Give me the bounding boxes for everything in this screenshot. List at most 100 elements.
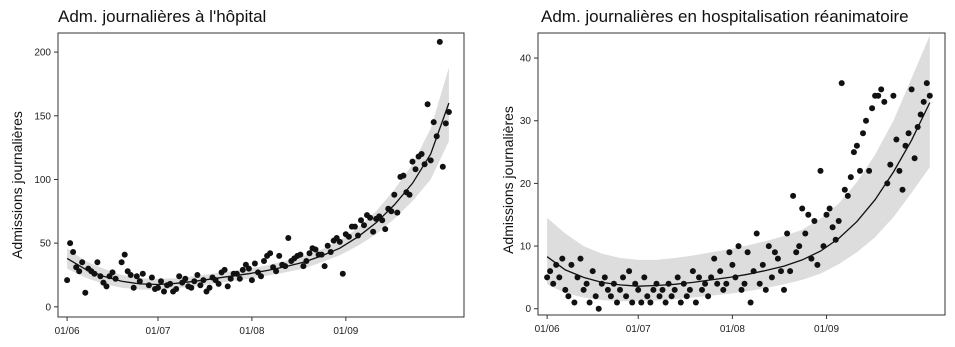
data-point [793,249,800,256]
data-point [361,222,367,229]
data-point [668,293,675,300]
data-point [273,268,280,275]
data-point [844,192,851,199]
data-point [665,280,672,287]
data-point [817,167,824,174]
data-point [439,163,446,170]
data-point [683,293,690,300]
data-point [814,261,821,268]
data-point [632,280,639,287]
data-point [778,268,784,275]
data-point [738,286,745,293]
data-point [586,299,593,306]
data-point [562,286,569,293]
data-point [258,273,264,280]
x-tick-label: 01/09 [333,326,358,337]
data-point [726,249,733,256]
data-point [917,111,924,118]
data-point [556,274,563,281]
data-point [550,280,557,287]
x-tick-label: 01/08 [239,326,264,337]
fit-line [546,102,931,287]
data-point [406,191,413,198]
data-point [717,268,724,275]
data-point [911,155,918,162]
data-point [306,250,313,257]
data-point [838,80,845,87]
data-point [412,166,419,173]
data-point [194,272,201,278]
data-point [267,250,274,257]
data-point [729,261,736,268]
data-point [436,38,443,45]
data-point [418,151,425,157]
chart-panel-hospital: Adm. journalières à l'hôpital Admissions… [9,7,465,337]
data-point [890,92,897,99]
data-point [324,242,331,249]
data-point [553,261,560,268]
data-point [720,286,727,293]
data-point [671,286,678,293]
data-point [224,283,231,290]
data-point [173,286,180,292]
data-point [850,149,857,156]
data-point [878,86,885,93]
data-point [312,246,319,253]
y-tick-label: 0 [45,302,51,313]
data-point [221,266,228,273]
data-point [629,299,636,306]
data-point [76,268,83,275]
data-point [394,209,401,216]
data-point [647,299,654,306]
data-point [145,282,152,289]
data-point [276,252,283,259]
x-tick-label: 01/07 [145,326,170,337]
plot-icu: 0 10 20 30 40 01/06 01/07 01/08 01/09 [520,32,946,335]
data-point [182,275,189,282]
data-point [659,286,666,293]
data-point [857,167,863,174]
data-point [248,277,255,284]
y-tick-label: 150 [34,111,51,122]
data-point [321,263,328,270]
data-point [351,223,358,230]
data-point [805,211,812,218]
data-point [826,205,833,212]
data-point [823,211,830,218]
data-point [604,286,611,293]
x-tick-label: 01/06 [535,324,560,335]
data-point [601,274,608,281]
data-point [251,260,258,267]
data-point [227,275,234,282]
data-point [617,286,623,293]
data-point [94,259,101,266]
y-tick-label: 0 [525,304,531,315]
data-point [762,286,769,293]
data-point [261,258,267,264]
data-point [118,259,125,266]
data-point [215,280,222,287]
data-point [686,286,693,293]
data-point [905,130,912,137]
data-point [753,230,760,237]
data-point [635,286,642,293]
data-point [547,268,554,275]
data-point [236,275,243,282]
plot-frame [57,32,465,318]
data-point [121,251,128,258]
data-point [708,274,715,281]
data-point [692,299,699,306]
data-point [620,274,626,281]
data-point [765,243,772,250]
data-point [790,192,797,199]
data-point [923,80,930,87]
data-point [841,186,848,193]
data-point [756,280,763,287]
data-point [744,249,751,256]
data-point [424,101,431,108]
data-point [796,243,803,250]
data-point [245,265,252,272]
data-point [300,263,307,270]
data-point [893,136,900,143]
data-point [771,249,778,256]
